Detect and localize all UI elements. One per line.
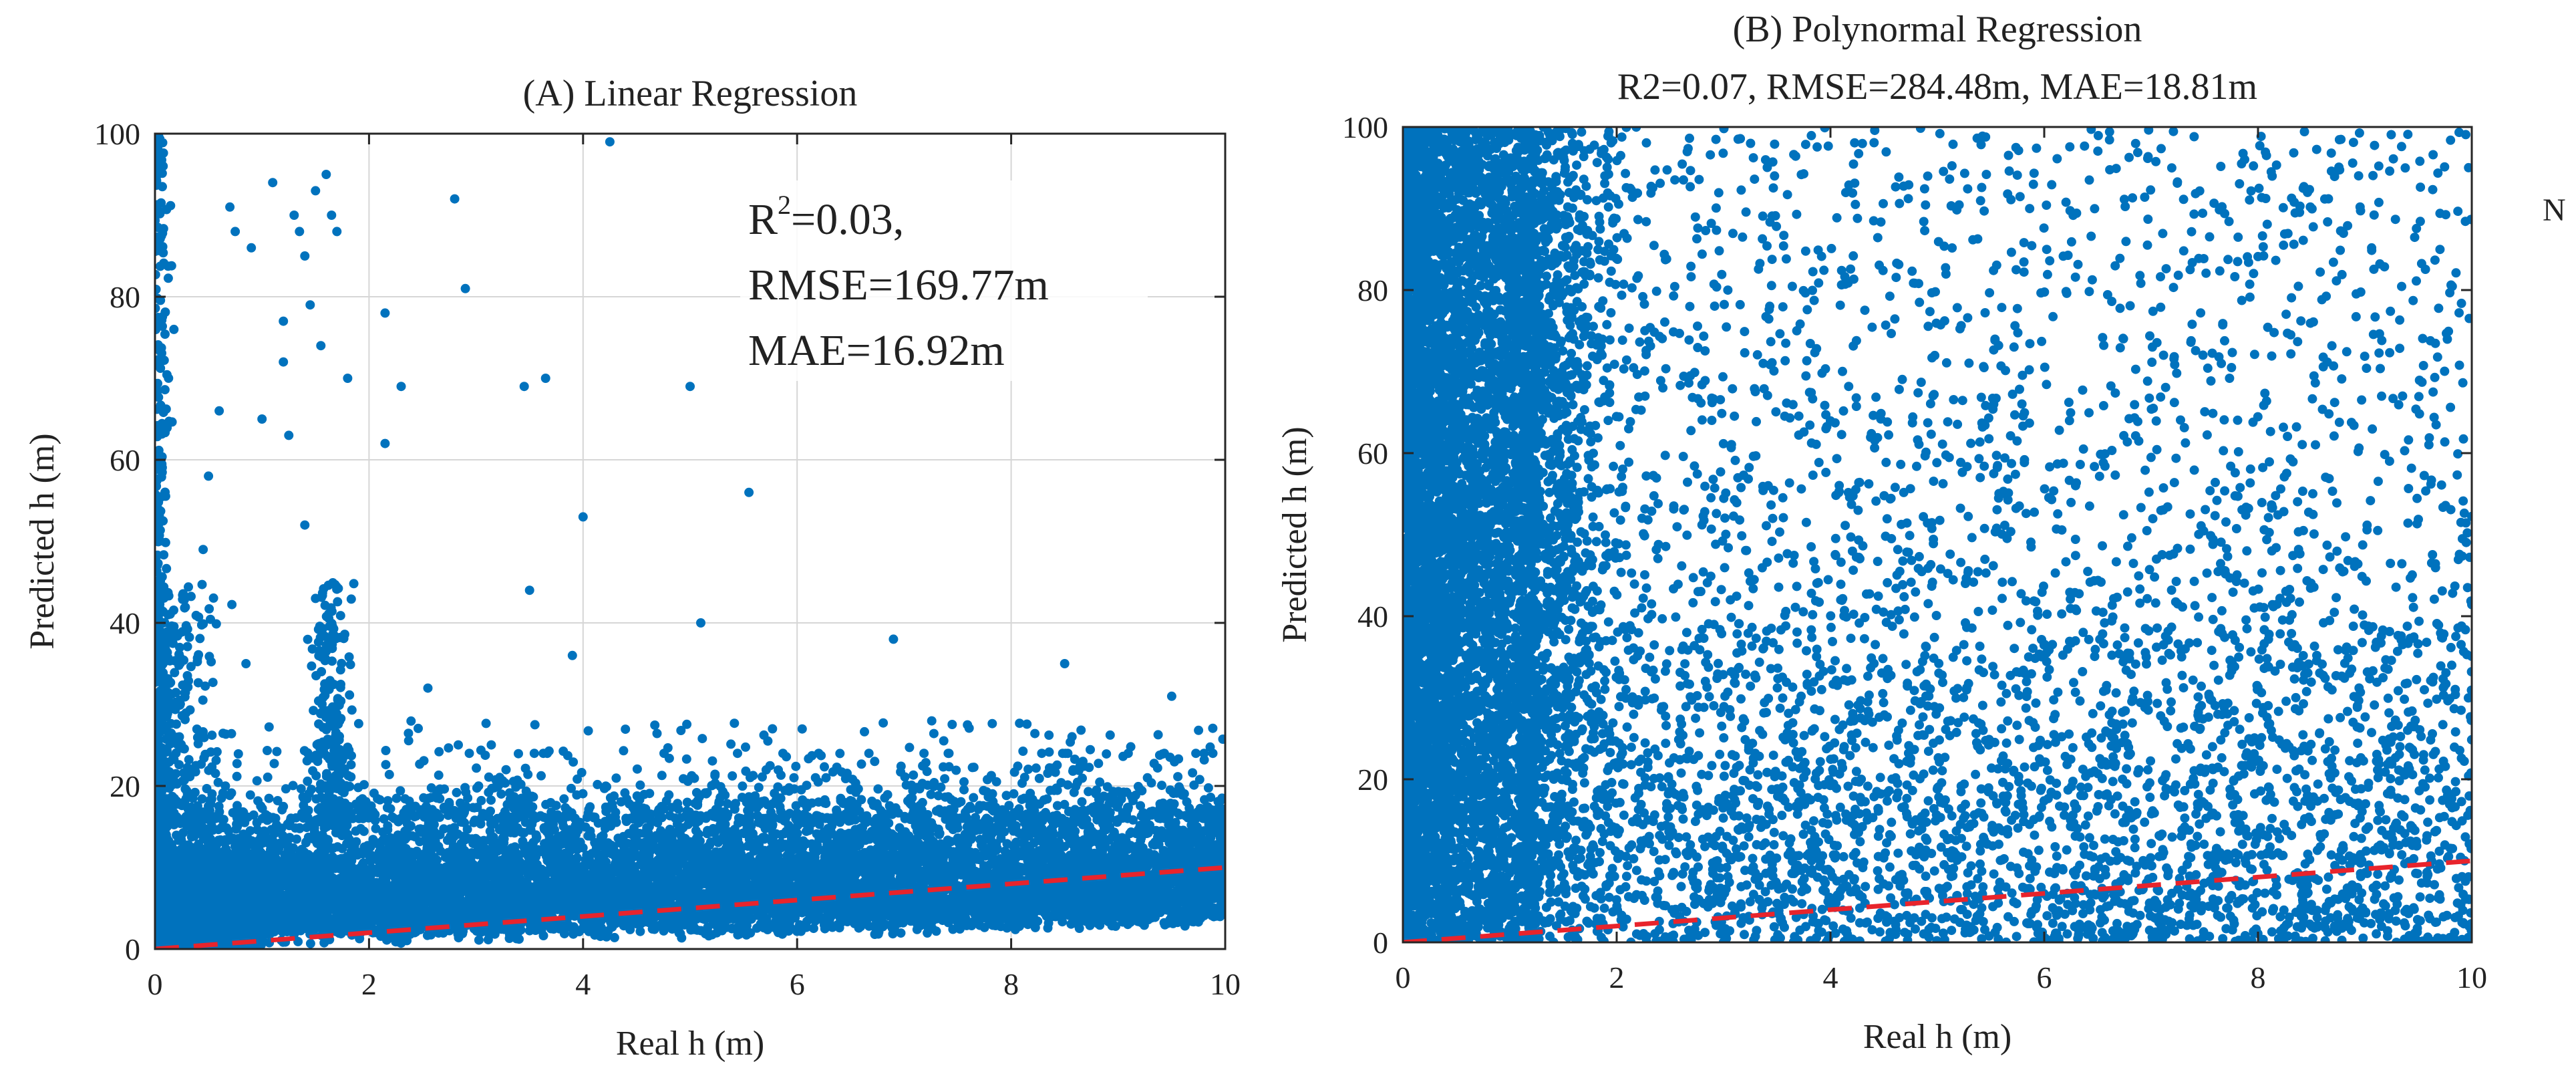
panel-a-x-axis-label: Real h (m)	[616, 1025, 764, 1063]
panel-b-y-tick-label: 0	[1373, 926, 1388, 960]
panel-a-x-tick-label: 10	[1210, 967, 1241, 1001]
panel-b-subtitle: R2=0.07, RMSE=284.48m, MAE=18.81m	[1617, 66, 2257, 108]
panel-b-y-tick-label: 20	[1357, 763, 1388, 797]
panel-b-x-tick-label: 8	[2251, 960, 2266, 994]
panel-a-mae-text: MAE=16.92m	[748, 326, 1005, 375]
panel-a-x-tick-label: 8	[1003, 967, 1019, 1001]
panel-b-x-tick-label: 10	[2456, 960, 2487, 994]
panel-a-metrics-annotation: R2=0.03, RMSE=169.77m MAE=16.92m	[740, 180, 1148, 381]
panel-a-r2-exponent: 2	[778, 190, 791, 220]
panel-b-title: (B) Polynormal Regression	[1733, 9, 2142, 50]
panel-a-r2-value: =0.03,	[791, 195, 904, 244]
panel-a-y-tick-label: 40	[110, 606, 140, 640]
panel-a-y-tick-label: 100	[94, 117, 140, 151]
edge-glyph: N	[2543, 192, 2566, 228]
panel-a-rmse-text: RMSE=169.77m	[748, 261, 1049, 309]
panel-b-y-tick-label: 100	[1342, 110, 1388, 144]
panel-b-y-tick-label: 60	[1357, 436, 1388, 471]
panel-a-y-tick-label: 20	[110, 769, 140, 803]
panel-a-title: (A) Linear Regression	[523, 73, 858, 114]
panel-b-y-tick-label: 40	[1357, 599, 1388, 634]
panel-b-y-tick-label: 80	[1357, 273, 1388, 307]
panel-a-x-tick-label: 6	[790, 967, 805, 1001]
panel-b-x-tick-label: 0	[1396, 960, 1411, 994]
panel-b-x-tick-label: 6	[2037, 960, 2052, 994]
panel-a-y-tick-label: 80	[110, 280, 140, 314]
panel-b-y-axis-label: Predicted h (m)	[1276, 426, 1314, 642]
panel-b-x-axis-label: Real h (m)	[1863, 1018, 2011, 1056]
panel-a-x-tick-label: 2	[361, 967, 377, 1001]
panel-b-x-tick-label: 4	[1823, 960, 1838, 994]
panel-a-x-tick-label: 0	[148, 967, 163, 1001]
panel-a-x-tick-label: 4	[575, 967, 591, 1001]
panel-a-r2-text: R2=0.03,	[748, 190, 904, 244]
panel-a-r2-symbol: R	[748, 195, 778, 244]
panel-b-x-tick-label: 2	[1609, 960, 1625, 994]
panel-a-y-tick-label: 0	[125, 932, 140, 966]
panel-a-y-axis-label: Predicted h (m)	[23, 433, 61, 649]
panel-a-y-tick-label: 60	[110, 443, 140, 477]
